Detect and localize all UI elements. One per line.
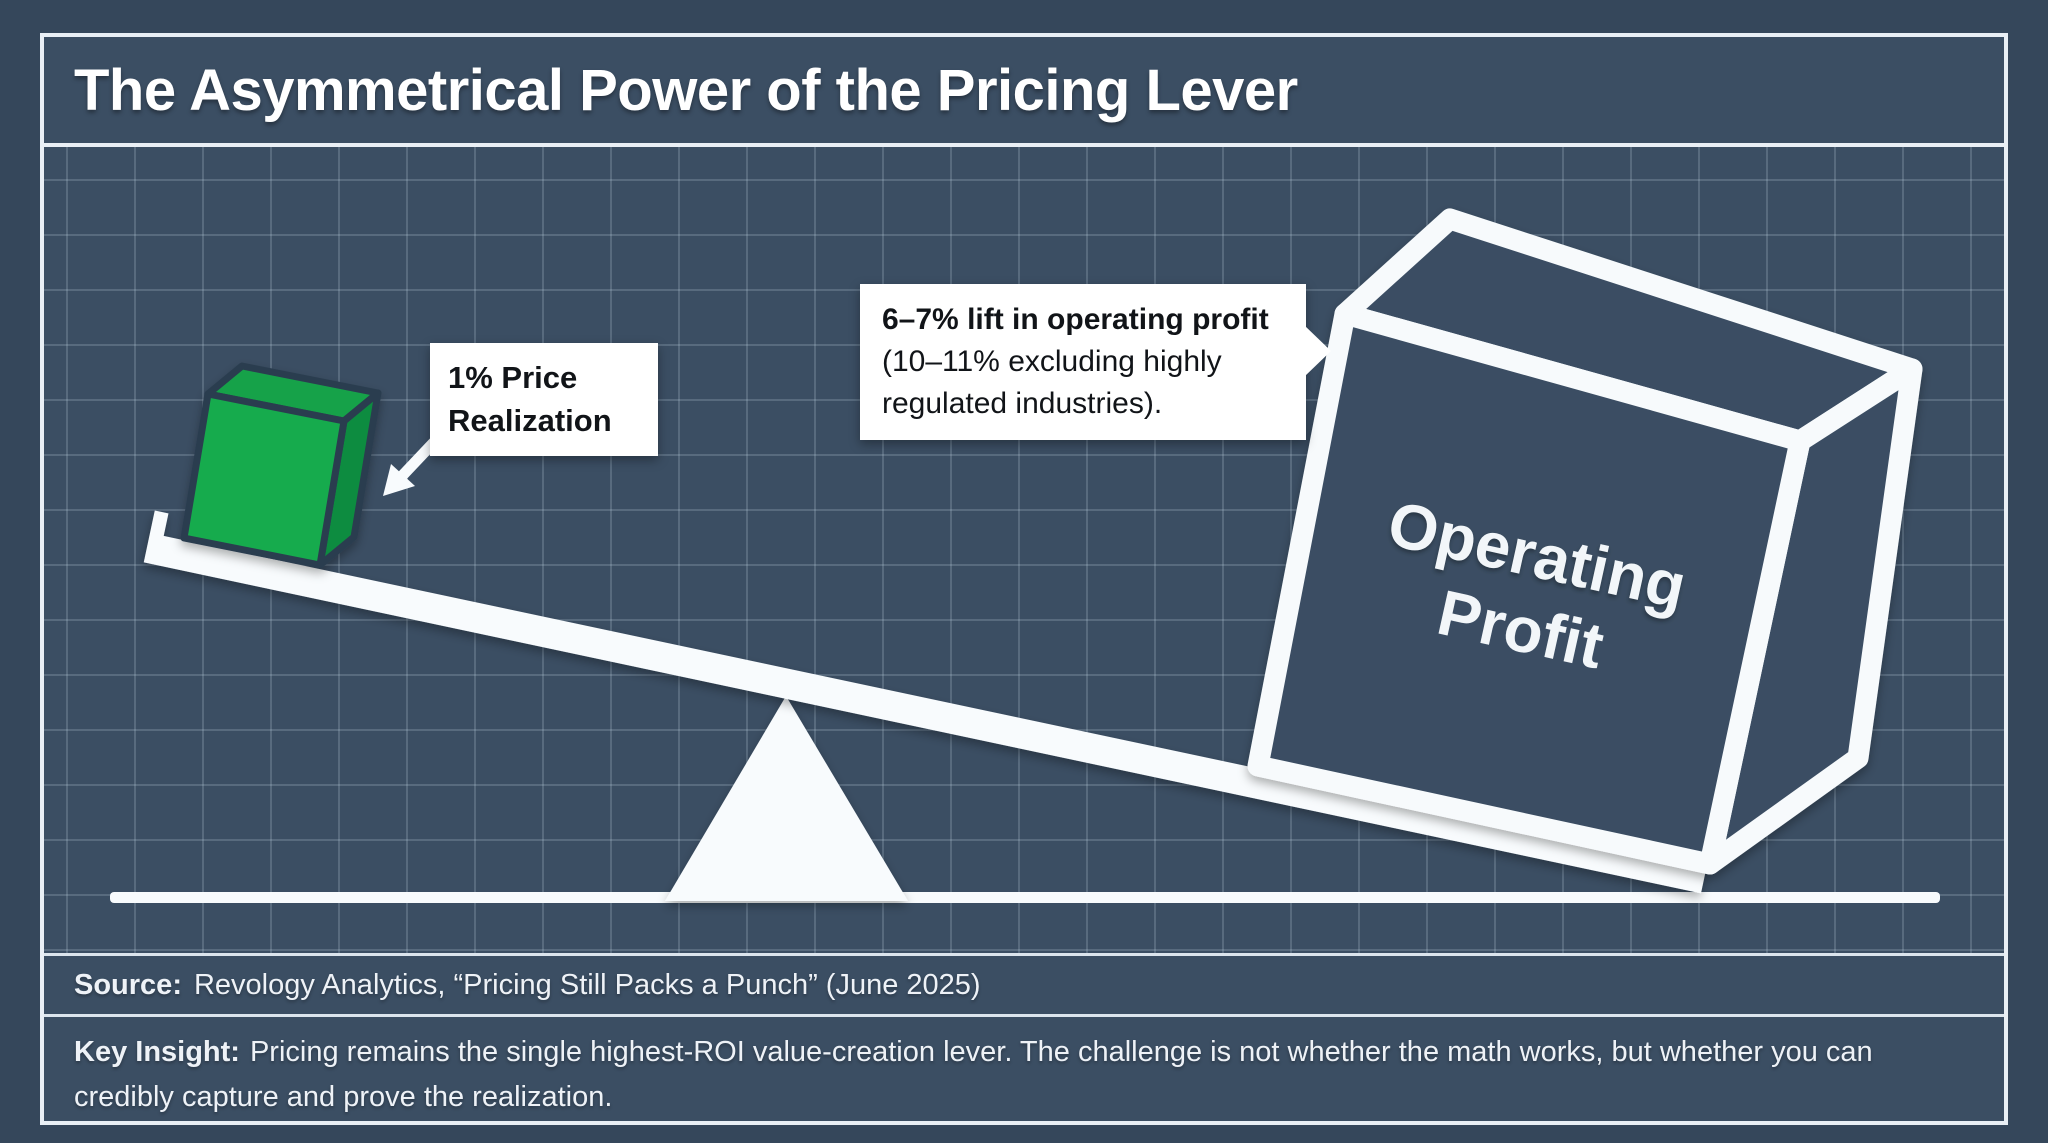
- page-title: The Asymmetrical Power of the Pricing Le…: [74, 57, 1298, 123]
- plank-left-lip: [149, 510, 169, 540]
- price-realization-line1: 1% Price: [448, 360, 578, 395]
- ground-line: [110, 892, 1940, 903]
- fulcrum-triangle: [665, 696, 908, 901]
- lever-diagram: Operating Profit 1% Price Realization 6–…: [44, 147, 2004, 953]
- callout-pointer-icon: [1304, 325, 1331, 377]
- lift-callout-line1-bold: 6–7% lift in operating: [882, 303, 1184, 336]
- source-band: Source: Revology Analytics, “Pricing Sti…: [44, 953, 2004, 1014]
- callout-arrow-icon: [383, 435, 441, 496]
- box-front-face: [1247, 303, 1811, 875]
- lift-callout-line3: highly regulated industries).: [882, 345, 1222, 420]
- arrow-head: [383, 464, 415, 496]
- lift-callout-line2-rest: (10–11% excluding: [882, 345, 1135, 378]
- key-insight-band: Key Insight: Pricing remains the single h…: [44, 1014, 2004, 1121]
- price-realization-callout: 1% Price Realization: [430, 343, 658, 456]
- source-text: Revology Analytics, “Pricing Still Packs…: [193, 968, 981, 1001]
- profit-lift-callout: 6–7% lift in operating profit (10–11% ex…: [860, 284, 1331, 440]
- big-weight-box: Operating Profit: [1247, 208, 1923, 875]
- cube-front-face: [180, 390, 348, 569]
- key-insight-text: Pricing remains the single highest-ROI v…: [74, 1036, 1873, 1113]
- source-label: Source:: [74, 968, 182, 1001]
- blueprint-frame: The Asymmetrical Power of the Pricing Le…: [40, 33, 2008, 1125]
- lever-diagram-canvas: Operating Profit: [110, 208, 1940, 903]
- key-insight-label: Key Insight:: [74, 1036, 240, 1068]
- title-band: The Asymmetrical Power of the Pricing Le…: [44, 37, 2004, 147]
- plank-bar: [143, 533, 1708, 894]
- lift-callout-line2-bold: profit: [1192, 303, 1269, 336]
- small-weight-cube: [180, 362, 382, 569]
- price-realization-line2: Realization: [448, 403, 612, 439]
